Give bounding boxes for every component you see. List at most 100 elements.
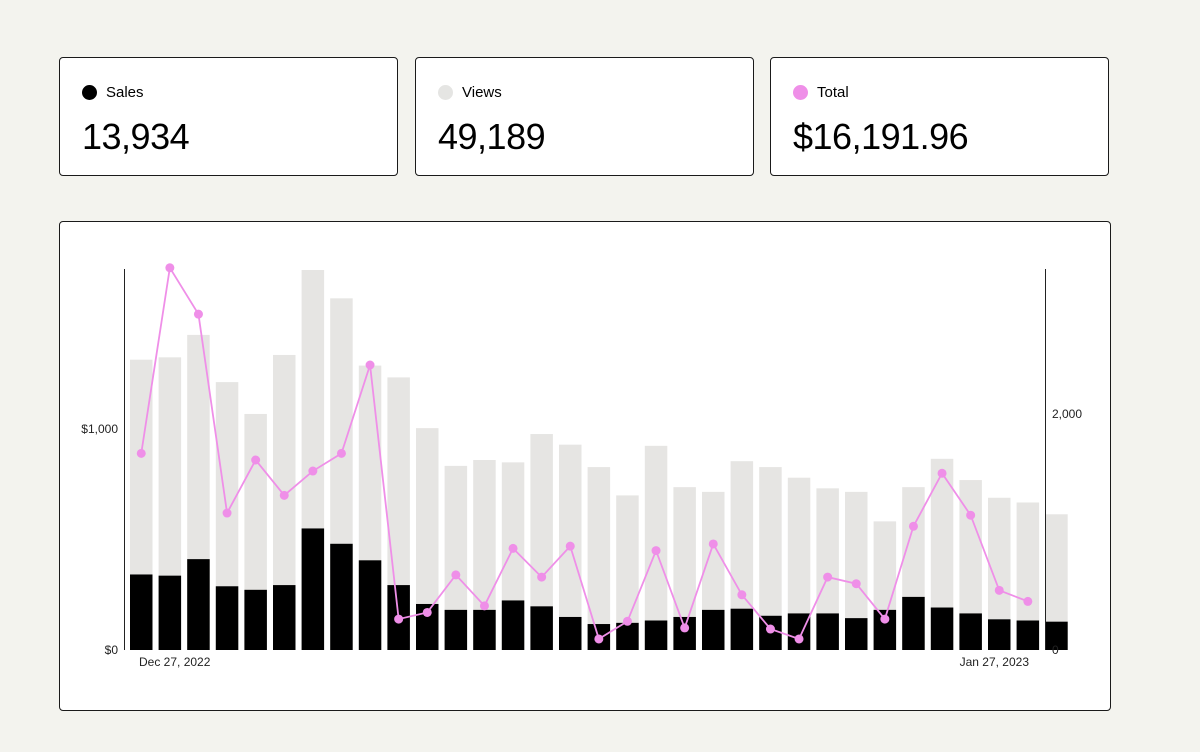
total-point — [994, 585, 1004, 595]
total-point — [708, 539, 718, 549]
sales-bar — [416, 603, 439, 650]
total-point — [336, 448, 346, 458]
sales-bar — [187, 559, 210, 650]
sales-bar — [444, 609, 468, 650]
sales-dot-icon — [82, 85, 97, 100]
total-point — [908, 521, 918, 531]
total-point — [479, 601, 489, 611]
views-bars — [130, 270, 1068, 650]
views-bar — [1045, 514, 1068, 650]
left-tick-label: $1,000 — [81, 422, 118, 436]
sales-bar — [673, 616, 696, 650]
left-tick-label: $0 — [105, 643, 119, 657]
views-bar — [988, 497, 1011, 650]
sales-bar — [473, 609, 496, 650]
views-dot-icon — [438, 85, 453, 100]
total-dot-icon — [793, 85, 808, 100]
views-bar — [416, 428, 439, 650]
total-point — [622, 616, 632, 626]
total-point — [451, 570, 461, 580]
total-point — [394, 614, 404, 624]
views-bar — [759, 467, 782, 650]
total-point — [765, 624, 775, 634]
views-bar — [959, 480, 982, 650]
x-tick-label: Jan 27, 2023 — [960, 655, 1030, 669]
total-point — [1023, 596, 1033, 606]
sales-bar — [787, 613, 811, 650]
views-bar — [816, 488, 839, 650]
views-bar — [273, 354, 296, 650]
total-point — [308, 466, 318, 476]
right-tick-label: 2,000 — [1052, 407, 1082, 421]
total-point — [680, 623, 690, 633]
total-point — [851, 579, 861, 589]
total-legend: Total — [793, 84, 849, 101]
sales-bar — [1016, 620, 1040, 650]
total-card: Total $16,191.96 — [770, 57, 1109, 176]
total-point — [651, 546, 661, 556]
total-point — [937, 468, 947, 478]
views-bar — [787, 477, 811, 650]
total-point — [565, 541, 575, 551]
total-point — [136, 448, 146, 458]
sales-bar — [616, 622, 639, 650]
right-tick-label: 0 — [1052, 643, 1059, 657]
total-point — [508, 543, 518, 553]
sales-bar — [358, 560, 382, 650]
sales-bar — [930, 607, 954, 650]
views-bar — [845, 491, 868, 650]
total-point — [251, 455, 261, 465]
total-points — [136, 263, 1033, 644]
sales-bar — [1045, 621, 1068, 650]
views-legend: Views — [438, 84, 502, 101]
views-card: Views 49,189 — [415, 57, 754, 176]
total-point — [222, 508, 232, 518]
views-bar — [587, 467, 611, 650]
views-bar — [616, 495, 639, 650]
sales-bar — [730, 608, 754, 650]
sales-card: Sales 13,934 — [59, 57, 398, 176]
sales-bars — [130, 528, 1068, 650]
total-point — [537, 572, 547, 582]
views-bar — [387, 377, 410, 650]
total-point — [594, 634, 604, 644]
sales-bar — [501, 600, 525, 650]
total-label: Total — [817, 84, 849, 101]
x-tick-label: Dec 27, 2022 — [139, 655, 211, 669]
sales-value: 13,934 — [82, 116, 190, 157]
total-line — [140, 265, 1029, 641]
sales-bar — [873, 609, 897, 650]
sales-bar — [644, 620, 668, 650]
sales-bar — [559, 616, 582, 650]
sales-bar — [845, 618, 868, 650]
sales-bar — [959, 613, 982, 650]
total-point — [279, 490, 289, 500]
total-point — [193, 309, 203, 319]
total-point — [823, 572, 833, 582]
total-value: $16,191.96 — [793, 116, 969, 157]
views-bar — [1016, 502, 1040, 650]
sales-bar — [816, 613, 839, 650]
sales-bar — [702, 609, 725, 650]
total-point — [365, 360, 375, 370]
sales-bar — [530, 606, 553, 650]
sales-label: Sales — [106, 84, 144, 101]
views-bar — [473, 460, 496, 650]
views-value: 49,189 — [438, 116, 546, 157]
sales-bar — [273, 585, 296, 650]
sales-bar — [988, 619, 1011, 650]
total-point — [737, 590, 747, 600]
total-point — [880, 614, 890, 624]
views-bar — [930, 458, 954, 650]
total-point — [422, 607, 432, 617]
sales-bar — [130, 574, 153, 650]
views-label: Views — [462, 84, 502, 101]
sales-bar — [330, 543, 353, 650]
total-point — [165, 263, 175, 273]
sales-bar — [244, 589, 267, 650]
total-point — [966, 510, 976, 520]
views-bar — [530, 434, 553, 650]
sales-bar — [215, 586, 239, 650]
sales-bar — [301, 528, 325, 650]
